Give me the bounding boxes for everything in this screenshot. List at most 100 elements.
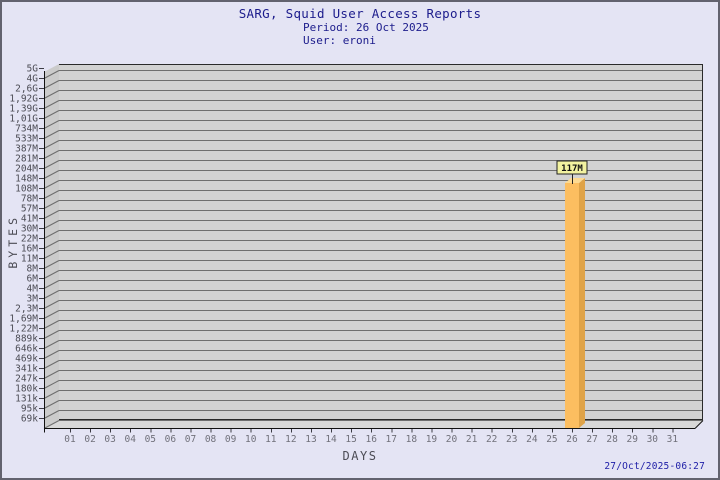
x-tick-label: 11 xyxy=(265,434,277,445)
wall-diagonal xyxy=(43,380,60,389)
wall-diagonal xyxy=(43,320,60,329)
wall-diagonal xyxy=(43,230,60,239)
wall-diagonal xyxy=(43,260,60,269)
wall-diagonal xyxy=(43,100,60,109)
wall-diagonal xyxy=(43,250,60,259)
x-tick-label: 18 xyxy=(406,434,418,445)
y-tick-label: 4M xyxy=(27,284,39,295)
y-tick-label: 108M xyxy=(15,184,38,195)
y-tick-label: 4G xyxy=(27,74,39,85)
wall-diagonal xyxy=(43,300,60,309)
y-tick-label: 11M xyxy=(21,254,38,265)
x-tick-label: 12 xyxy=(285,434,296,445)
x-tick-label: 02 xyxy=(84,434,95,445)
wall-diagonal xyxy=(43,110,60,119)
wall-diagonal xyxy=(43,210,60,219)
wall-diagonal xyxy=(43,170,60,179)
bar-value-flag xyxy=(556,160,588,175)
y-tick-label: 469k xyxy=(15,354,38,365)
wall-diagonal xyxy=(43,160,60,169)
x-tick-label: 20 xyxy=(446,434,458,445)
y-tick-label: 247k xyxy=(15,374,38,385)
x-tick-label: 08 xyxy=(205,434,217,445)
traffic-bar-day-26 xyxy=(565,183,579,428)
x-tick-label: 31 xyxy=(667,434,679,445)
y-tick-label: 3M xyxy=(27,294,39,305)
x-tick-label: 15 xyxy=(345,434,356,445)
bar-top-face xyxy=(565,178,585,183)
y-tick-label: 57M xyxy=(21,204,38,215)
x-tick-label: 13 xyxy=(305,434,316,445)
bar-value-label: 117M xyxy=(561,164,583,174)
wall-diagonal xyxy=(43,370,60,379)
x-tick-label: 03 xyxy=(104,434,115,445)
y-tick-label: 148M xyxy=(15,174,38,185)
wall-diagonal xyxy=(43,290,60,299)
wall-diagonal xyxy=(43,270,60,279)
wall-diagonal xyxy=(43,420,60,429)
x-tick-label: 22 xyxy=(486,434,497,445)
y-tick-label: 533M xyxy=(15,134,38,145)
x-tick-label: 27 xyxy=(586,434,597,445)
x-tick-label: 24 xyxy=(526,434,538,445)
y-tick-label: 387M xyxy=(15,144,38,155)
wall-diagonal xyxy=(43,390,60,399)
wall-diagonal xyxy=(43,340,60,349)
y-tick-label: 889k xyxy=(15,334,38,345)
wall-diagonal xyxy=(43,180,60,189)
left-wall xyxy=(44,64,59,428)
x-tick-label: 05 xyxy=(145,434,156,445)
y-tick-label: 1,22M xyxy=(9,324,38,335)
wall-diagonal xyxy=(43,80,60,89)
wall-diagonal xyxy=(43,410,60,419)
y-tick-label: 78M xyxy=(21,194,38,205)
chart-title: SARG, Squid User Access Reports xyxy=(238,6,482,21)
wall-diagonal xyxy=(43,200,60,209)
y-tick-label: 2,3M xyxy=(15,304,38,315)
wall-diagonal xyxy=(43,330,60,339)
wall-diagonal xyxy=(43,130,60,139)
wall-diagonal xyxy=(43,400,60,409)
y-tick-label: 646k xyxy=(15,344,38,355)
y-tick-label: 1,39G xyxy=(9,104,38,115)
wall-diagonal xyxy=(43,90,60,99)
wall-diagonal xyxy=(43,70,60,79)
x-tick-label: 23 xyxy=(506,434,517,445)
y-tick-label: 69k xyxy=(21,414,38,425)
x-axis-title: DAYS xyxy=(342,449,378,463)
plot-area xyxy=(59,64,703,420)
wall-diagonal xyxy=(43,120,60,129)
wall-diagonal xyxy=(43,220,60,229)
x-tick-label: 14 xyxy=(325,434,337,445)
x-tick-label: 19 xyxy=(426,434,438,445)
x-tick-label: 29 xyxy=(627,434,639,445)
wall-diagonal xyxy=(43,240,60,249)
x-tick-label: 09 xyxy=(225,434,237,445)
x-tick-label: 28 xyxy=(606,434,618,445)
y-tick-label: 341k xyxy=(15,364,38,375)
y-tick-label: 5G xyxy=(27,64,39,75)
chart-floor xyxy=(44,420,703,428)
x-tick-label: 25 xyxy=(546,434,557,445)
chart-period: Period: 26 Oct 2025 xyxy=(303,21,429,34)
x-tick-label: 30 xyxy=(647,434,659,445)
y-tick-label: 22M xyxy=(21,234,38,245)
y-tick-label: 41M xyxy=(21,214,38,225)
y-tick-label: 131k xyxy=(15,394,38,405)
x-tick-label: 16 xyxy=(365,434,377,445)
wall-diagonal xyxy=(43,350,60,359)
wall-diagonal xyxy=(43,360,60,369)
y-tick-label: 204M xyxy=(15,164,38,175)
x-tick-label: 06 xyxy=(165,434,177,445)
y-tick-label: 281M xyxy=(15,154,38,165)
wall-diagonal xyxy=(43,310,60,319)
wall-diagonal xyxy=(43,150,60,159)
y-tick-label: 6M xyxy=(27,274,39,285)
y-tick-label: 1,69M xyxy=(9,314,38,325)
x-tick-label: 04 xyxy=(125,434,137,445)
bar-side-face xyxy=(579,178,585,428)
x-tick-label: 01 xyxy=(64,434,76,445)
y-tick-label: 1,92G xyxy=(9,94,38,105)
